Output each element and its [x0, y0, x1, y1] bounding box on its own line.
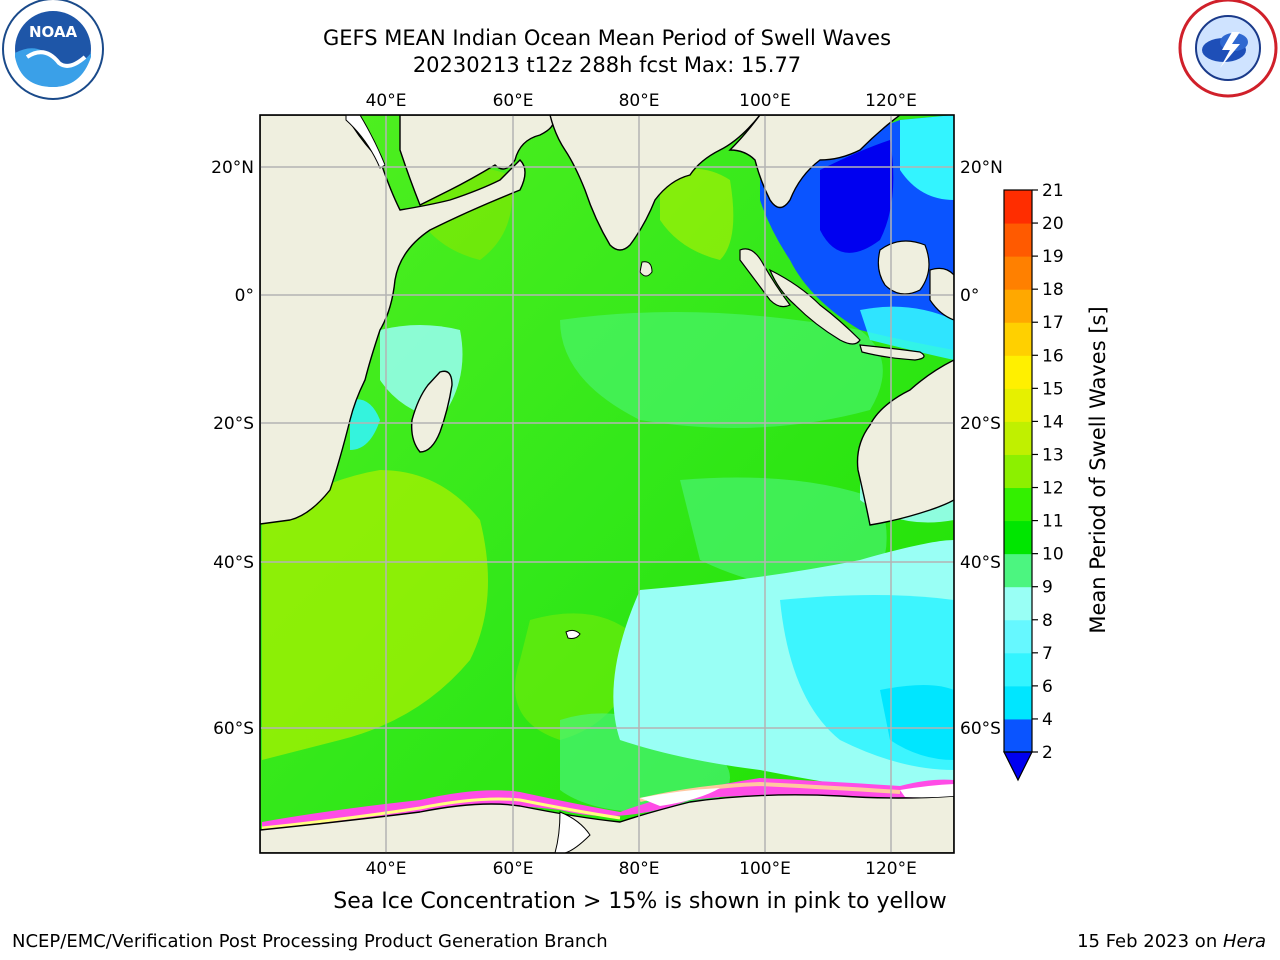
lon-labels-top: 40°E 60°E 80°E 100°E 120°E — [366, 91, 917, 111]
colorbar-segment — [1004, 388, 1032, 422]
colorbar-segment — [1004, 718, 1032, 753]
colorbar-tick-label: 17 — [1042, 313, 1064, 333]
colorbar-under-arrow — [1003, 751, 1033, 782]
lat-label: 0° — [235, 286, 254, 306]
lon-label: 120°E — [865, 859, 917, 879]
colorbar-segment — [1004, 256, 1032, 290]
colorbar-tick-label: 10 — [1042, 545, 1064, 565]
land-arabia — [399, 115, 554, 206]
colorbar-tick-label: 16 — [1042, 346, 1064, 366]
map-frame — [259, 114, 955, 854]
lon-label: 120°E — [865, 91, 917, 111]
lon-label: 60°E — [493, 91, 534, 111]
colorbar-title: Mean Period of Swell Waves [s] — [1086, 306, 1110, 633]
colorbar-tick-label: 11 — [1042, 512, 1064, 532]
lat-label: 60°S — [960, 719, 1001, 739]
lon-labels-bottom: 40°E 60°E 80°E 100°E 120°E — [366, 859, 917, 879]
colorbar: 2 4 6 7 8 9 10 11 12 13 14 15 16 17 18 19 20 21 — [1003, 181, 1064, 782]
land-india — [549, 115, 761, 251]
colorbar-segment — [1004, 619, 1032, 654]
generation-date: 15 Feb 2023 on Hera — [1077, 931, 1266, 952]
lon-label: 80°E — [619, 859, 660, 879]
gridlines — [260, 115, 954, 853]
colorbar-tick-label: 7 — [1042, 644, 1053, 664]
colorbar-segment — [1004, 421, 1032, 455]
land-africa — [260, 115, 526, 525]
colorbar-tick-label: 2 — [1042, 743, 1053, 763]
land-sumatra — [768, 268, 861, 345]
sea-ice-footnote: Sea Ice Concentration > 15% is shown in … — [333, 889, 947, 914]
colorbar-tick-label: 8 — [1042, 611, 1053, 631]
colorbar-tick-label: 20 — [1042, 214, 1064, 234]
map-area — [260, 115, 954, 853]
colorbar-tick-label: 6 — [1042, 677, 1053, 697]
land-antarctica — [260, 794, 954, 853]
lon-label: 100°E — [739, 859, 791, 879]
swell-zone-12s — [262, 470, 488, 760]
lat-labels-right: 20°N 0° 20°S 40°S 60°S — [960, 158, 1003, 739]
producer-credit: NCEP/EMC/Verification Post Processing Pr… — [12, 931, 608, 952]
date-text: 15 Feb 2023 on — [1077, 931, 1223, 952]
chart-title: GEFS MEAN Indian Ocean Mean Period of Sw… — [322, 26, 892, 50]
lon-label: 60°E — [493, 859, 534, 879]
host-name: Hera — [1222, 931, 1266, 952]
colorbar-segment — [1004, 553, 1032, 588]
colorbar-tick-label: 9 — [1042, 578, 1053, 598]
colorbar-segment — [1004, 355, 1032, 389]
colorbar-tick-label: 12 — [1042, 479, 1064, 499]
lon-label: 80°E — [619, 91, 660, 111]
colorbar-segment — [1004, 190, 1032, 224]
svg-text:NOAA: NOAA — [29, 23, 78, 41]
colorbar-segment — [1004, 223, 1032, 257]
noaa-logo: NOAA — [2, 0, 104, 100]
lat-label: 20°S — [960, 414, 1001, 434]
colorbar-tick-label: 18 — [1042, 280, 1064, 300]
colorbar-tick-label: 4 — [1042, 710, 1053, 730]
lon-label: 40°E — [366, 859, 407, 879]
lat-label: 40°S — [213, 553, 254, 573]
lat-label: 20°S — [213, 414, 254, 434]
colorbar-segment — [1004, 685, 1032, 720]
colorbar-tick-label: 15 — [1042, 379, 1064, 399]
lat-label: 40°S — [960, 553, 1001, 573]
lon-label: 40°E — [366, 91, 407, 111]
colorbar-frame — [1003, 189, 1033, 753]
colorbar-segment — [1004, 487, 1032, 522]
lat-label: 20°N — [211, 158, 254, 178]
lon-label: 100°E — [739, 91, 791, 111]
colorbar-segment — [1004, 520, 1032, 555]
colorbar-tick-label: 14 — [1042, 412, 1064, 432]
colorbar-segment — [1004, 586, 1032, 621]
colorbar-segment — [1004, 652, 1032, 687]
chart-subtitle: 20230213 t12z 288h fcst Max: 15.77 — [412, 53, 802, 77]
sea-ice-edge — [262, 778, 954, 832]
land-australia — [856, 359, 954, 526]
nws-logo — [1178, 0, 1278, 98]
colorbar-tick-label: 21 — [1042, 181, 1064, 201]
land-indochina — [728, 115, 902, 209]
lat-labels-left: 20°N 0° 20°S 40°S 60°S — [211, 158, 254, 739]
colorbar-segment — [1004, 454, 1032, 489]
colorbar-segment — [1004, 322, 1032, 356]
lat-label: 20°N — [960, 158, 1003, 178]
colorbar-segment — [1004, 289, 1032, 323]
colorbar-tick-label: 13 — [1042, 445, 1064, 465]
colorbar-tick-label: 19 — [1042, 247, 1064, 267]
land-madagascar — [410, 370, 453, 453]
lat-label: 0° — [960, 286, 979, 306]
swell-zone-9s — [560, 312, 883, 428]
lat-label: 60°S — [213, 719, 254, 739]
